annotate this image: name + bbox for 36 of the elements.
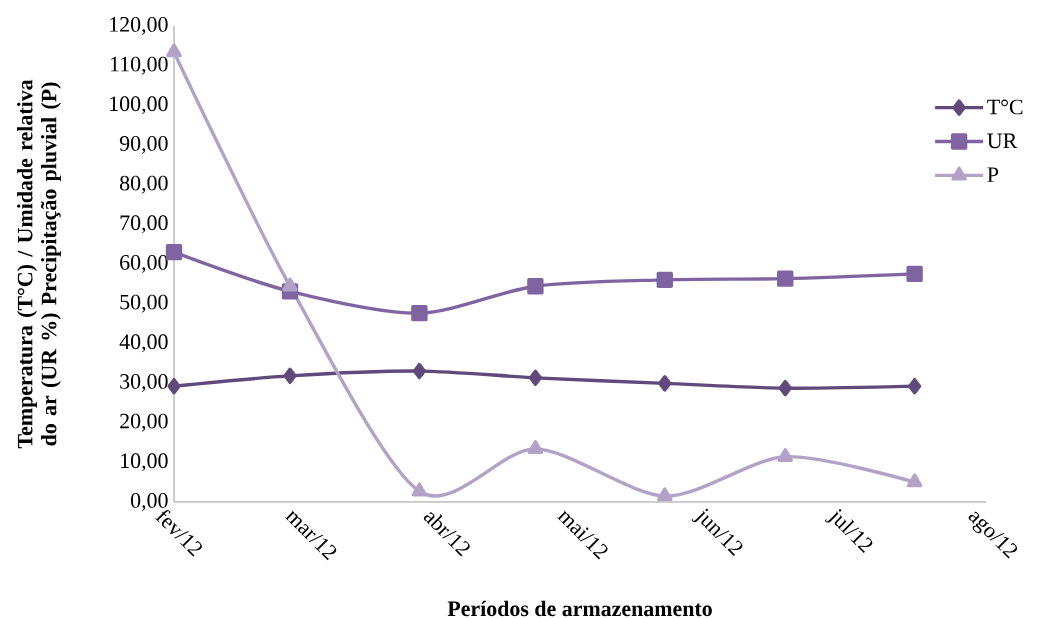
- point: [527, 440, 544, 455]
- y-tick-label: 0,00: [130, 493, 168, 511]
- point: [906, 265, 923, 283]
- point: [528, 369, 542, 387]
- point: [411, 482, 428, 497]
- y-tick-label: 60,00: [120, 255, 168, 273]
- point: [778, 379, 792, 397]
- point: [658, 375, 672, 392]
- point: [282, 277, 298, 292]
- x-axis-title: Períodos de armazenamento: [447, 600, 712, 617]
- y-tick-label: 10,00: [121, 453, 168, 472]
- point: [908, 377, 922, 395]
- y-tick-label: 30,00: [120, 374, 168, 392]
- point: [656, 271, 673, 289]
- point: [283, 367, 297, 385]
- y-tick-label: 50,00: [120, 294, 168, 313]
- legend-label: UR: [987, 133, 1018, 149]
- point: [906, 473, 923, 488]
- y-tick-label: 70,00: [120, 215, 168, 234]
- point: [167, 377, 181, 395]
- y-tick-label: 40,00: [119, 334, 168, 353]
- point: [411, 304, 428, 322]
- y-tick-label: 80,00: [120, 175, 168, 194]
- y-tick-label: 90,00: [119, 136, 168, 154]
- point: [412, 362, 426, 380]
- y-tick-label: 110,00: [110, 56, 168, 75]
- legend-label: P: [987, 167, 999, 182]
- y-axis-title: Temperatura (T°C) / Umidade relativa do ar (UR %) Precipitação pluvial (P): [17, 79, 61, 449]
- y-tick-label: 120,00: [110, 17, 168, 35]
- point: [657, 487, 673, 502]
- legend-label: T°C: [987, 99, 1023, 115]
- point: [777, 448, 793, 462]
- y-tick-label: 100,00: [110, 96, 168, 115]
- point: [777, 270, 794, 287]
- y-tick-label: 20,00: [120, 413, 168, 432]
- point: [527, 278, 544, 295]
